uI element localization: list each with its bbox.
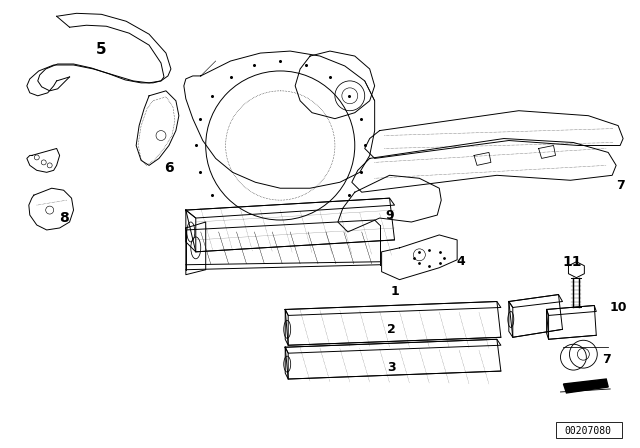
Text: 11: 11 <box>563 255 582 269</box>
Text: 6: 6 <box>164 161 173 175</box>
Text: 9: 9 <box>385 209 394 222</box>
Polygon shape <box>563 379 608 393</box>
Text: 5: 5 <box>96 42 107 56</box>
Text: 10: 10 <box>609 301 627 314</box>
Text: 4: 4 <box>457 255 465 268</box>
Text: 8: 8 <box>59 211 68 225</box>
Text: 2: 2 <box>387 323 396 336</box>
Text: 3: 3 <box>387 361 396 374</box>
Text: 7: 7 <box>616 179 625 192</box>
Text: 1: 1 <box>390 285 399 298</box>
Text: 00207080: 00207080 <box>565 426 612 436</box>
Text: 7: 7 <box>602 353 611 366</box>
